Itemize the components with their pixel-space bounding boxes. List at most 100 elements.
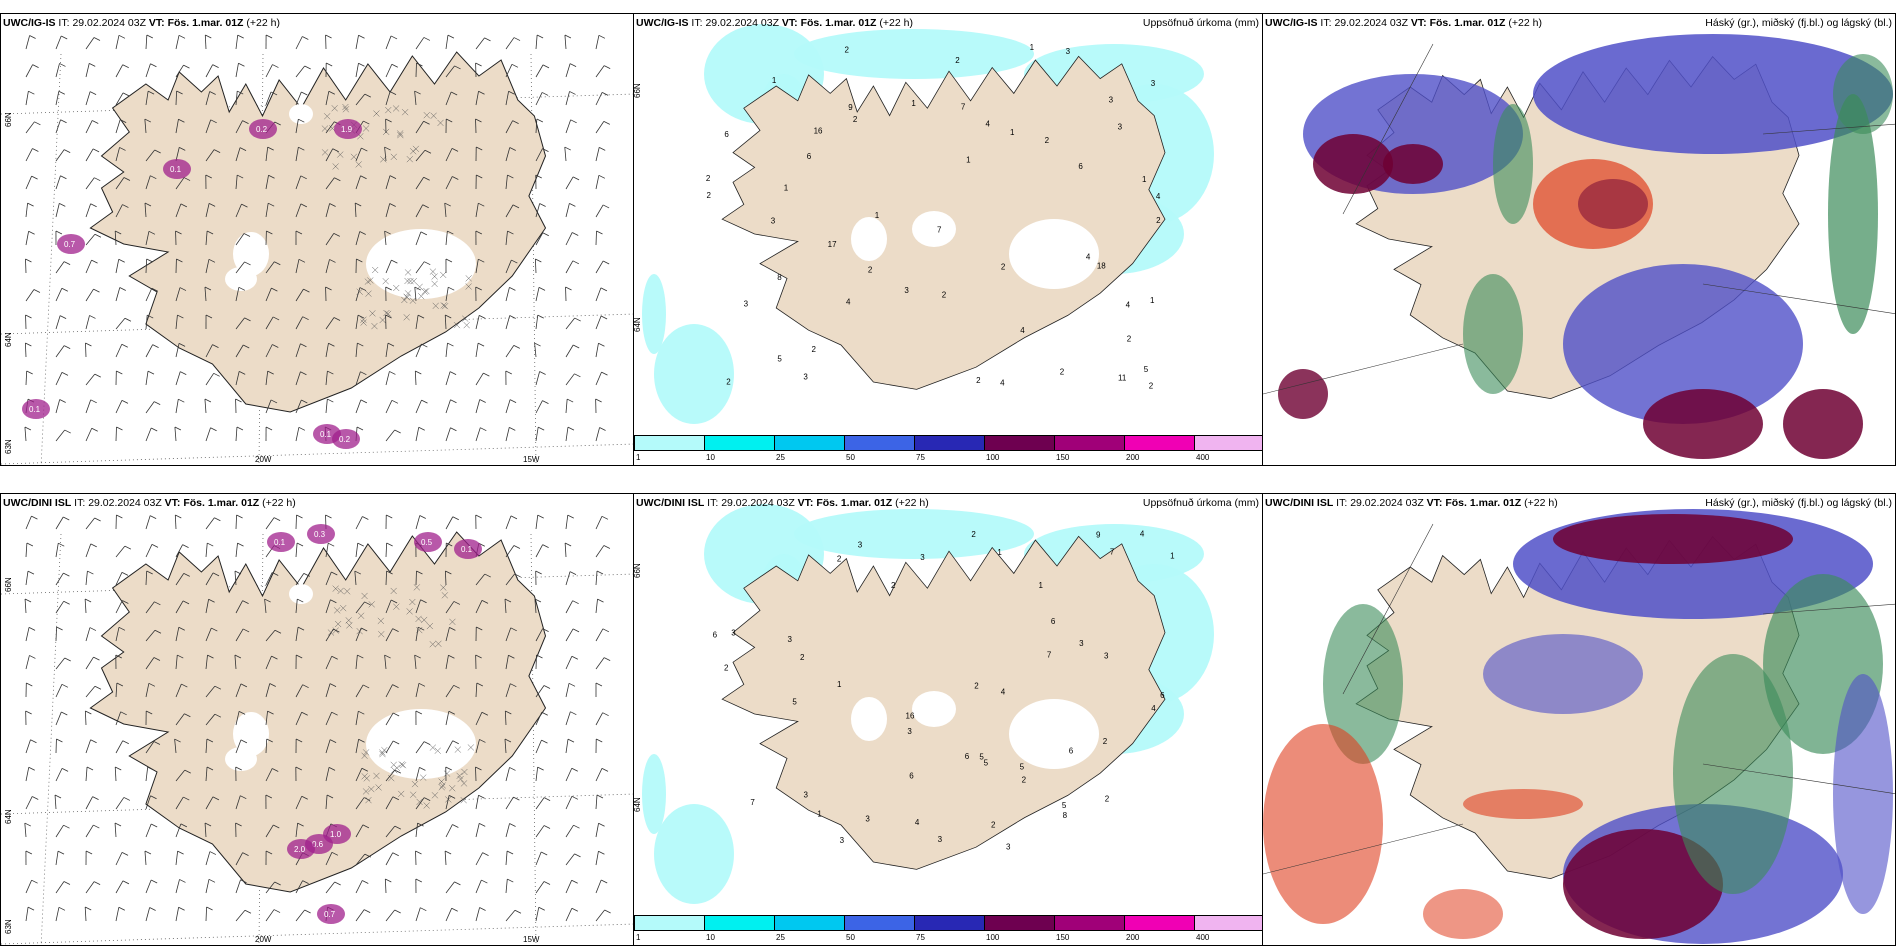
wind-barb	[175, 907, 179, 922]
snow-hatch	[465, 283, 472, 290]
wind-barb	[415, 231, 422, 246]
wind-barb-feather	[92, 120, 99, 124]
snow-hatch	[340, 604, 347, 612]
snow-hatch	[393, 603, 400, 610]
wind-barb	[205, 91, 211, 106]
wind-barb	[265, 881, 275, 894]
wind-barb-feather	[269, 683, 276, 687]
lat-label-64n: 64N	[4, 332, 13, 347]
wind-barb-feather	[176, 90, 183, 95]
wind-barb	[115, 177, 125, 190]
wind-barb-feather	[601, 767, 609, 772]
wind-barb	[85, 63, 90, 78]
wind-barb	[235, 795, 241, 810]
wind-barb	[85, 148, 94, 162]
wind-barb-feather	[334, 881, 341, 886]
wind-barb	[295, 371, 301, 386]
colorbar-segment	[844, 435, 915, 451]
wind-barb	[175, 769, 186, 782]
wind-barb	[444, 851, 447, 866]
wind-barb-feather	[599, 147, 606, 151]
wind-barb	[475, 372, 484, 386]
wind-barb-feather	[150, 795, 157, 800]
init-time: 29.02.2024 03Z	[705, 17, 779, 29]
wind-barb-feather	[484, 573, 491, 578]
snow-hatch	[423, 802, 430, 809]
wind-barb	[415, 315, 419, 330]
wind-barb	[505, 91, 509, 106]
colorbar-tick: 10	[706, 453, 715, 462]
wind-barb	[415, 823, 418, 838]
wind-barb-feather	[27, 570, 35, 575]
wind-barb-feather	[90, 203, 97, 208]
wind-barb-feather	[328, 766, 336, 771]
wind-barb	[85, 517, 95, 530]
glacier	[851, 697, 887, 741]
wind-barb-feather	[569, 571, 577, 575]
precip-cell	[454, 539, 482, 559]
wind-barb-feather	[601, 371, 608, 376]
colorbar-segment	[774, 915, 845, 931]
wind-barb	[535, 64, 544, 78]
wind-barb-feather	[454, 65, 461, 70]
wind-barb-feather	[298, 118, 305, 123]
wind-barb	[595, 545, 605, 558]
wind-barb-feather	[602, 260, 610, 265]
wind-barb	[565, 853, 575, 866]
wind-barb-feather	[389, 203, 396, 207]
wind-barb-feather	[362, 824, 370, 829]
wind-barb	[445, 427, 451, 442]
snow-hatch	[439, 271, 447, 279]
wind-barb	[505, 120, 513, 134]
wind-barb	[205, 796, 214, 810]
wind-barb	[145, 795, 151, 810]
wind-barb	[235, 909, 246, 922]
wind-barb-feather	[363, 120, 370, 125]
wind-barb	[235, 233, 245, 246]
wind-barb-feather	[479, 907, 486, 911]
snow-hatch	[334, 620, 342, 628]
wind-barb-feather	[600, 315, 608, 320]
wind-barb	[415, 261, 425, 274]
wind-barb	[144, 851, 147, 866]
precip-value: 3	[1109, 95, 1114, 104]
wind-barb-feather	[272, 344, 279, 348]
wind-barb-feather	[302, 880, 309, 885]
precip-value: 2	[1127, 335, 1132, 344]
colorbar-segment	[1124, 915, 1195, 931]
lat-label-66n: 66N	[633, 83, 642, 98]
precip-cell	[317, 904, 345, 924]
precip-cell	[22, 399, 50, 419]
snow-hatch	[441, 592, 449, 599]
wind-barb-feather	[63, 881, 71, 885]
wind-barb-feather	[271, 655, 278, 660]
wind-barb	[504, 739, 507, 754]
wind-barb	[385, 542, 388, 558]
wind-barb	[565, 344, 574, 358]
wind-barb	[595, 343, 599, 358]
snow-hatch	[461, 768, 468, 776]
wind-barb-feather	[326, 794, 334, 799]
snow-hatch	[355, 161, 362, 168]
wind-barb-feather	[475, 654, 482, 659]
valid-time: Fös. 1.mar. 01Z	[816, 497, 893, 509]
wind-barb	[265, 371, 269, 386]
wind-barb-feather	[360, 175, 367, 180]
colorbar-segment	[634, 435, 705, 451]
wind-barb	[265, 175, 269, 190]
wind-barb-feather	[512, 204, 520, 209]
wind-barb	[265, 64, 273, 78]
wind-barb-feather	[57, 850, 65, 855]
wind-barb	[85, 656, 94, 670]
wind-barb	[445, 685, 455, 698]
wind-barb-feather	[536, 654, 543, 659]
wind-barb	[535, 35, 538, 50]
wind-barb-feather	[118, 626, 126, 631]
cloud-area	[1833, 54, 1893, 134]
wind-barb-feather	[238, 286, 246, 291]
wind-barb	[25, 121, 35, 134]
wind-barb-feather	[394, 429, 401, 434]
wind-barb-feather	[122, 204, 129, 208]
wind-barb	[295, 427, 300, 442]
wind-barb-feather	[61, 711, 68, 716]
